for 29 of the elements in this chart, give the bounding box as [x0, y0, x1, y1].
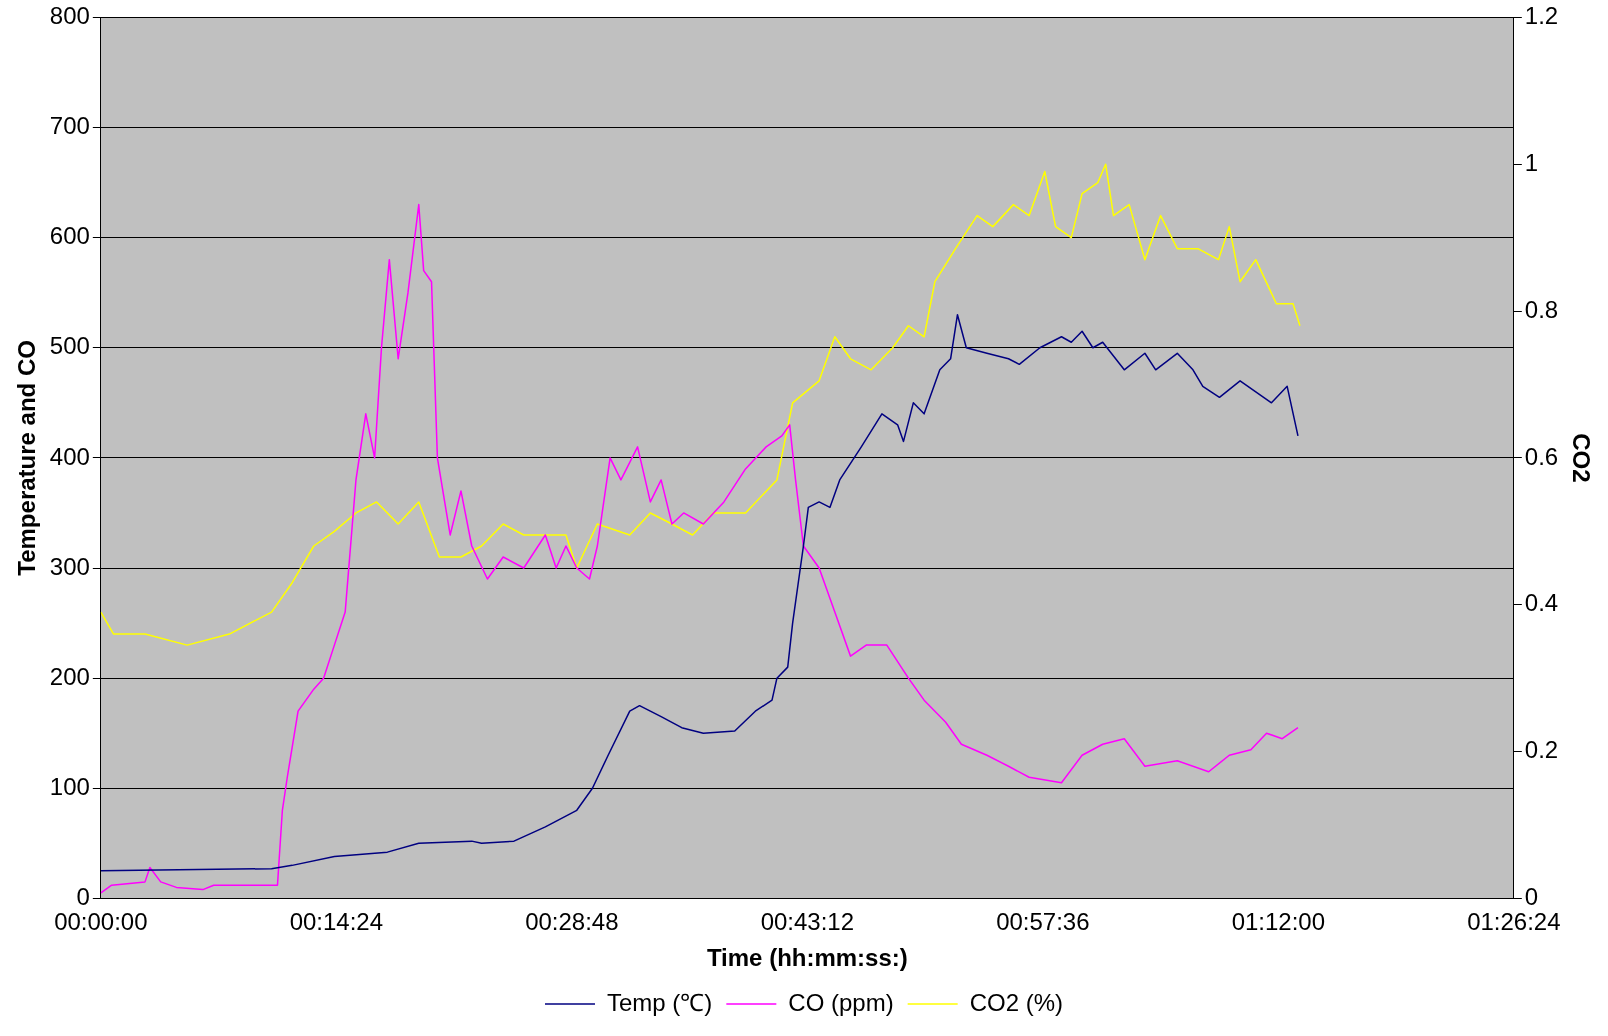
x-tick-label: 00:14:24 — [289, 908, 384, 936]
x-axis-title: Time (hh:mm:ss:) — [706, 944, 908, 972]
y2-tick-label: 1 — [1524, 148, 1539, 176]
y2-tick-label: 1.2 — [1524, 2, 1559, 30]
y2-tick-label: 0 — [1524, 883, 1539, 911]
y-axis-title: Temperature and CO — [13, 340, 41, 576]
y-tick-label: 700 — [49, 112, 90, 140]
y-tick-label: 500 — [49, 332, 90, 360]
legend-label: CO (ppm) — [788, 988, 894, 1016]
x-tick-label: 01:12:00 — [1231, 908, 1326, 936]
y2-tick-label: 0.8 — [1524, 295, 1559, 323]
y2-axis-title: CO2 — [1567, 433, 1595, 483]
x-tick-label: 00:00:00 — [54, 908, 148, 936]
y-tick-label: 400 — [49, 442, 90, 470]
legend-label: CO2 (%) — [969, 988, 1064, 1016]
x-tick-label: 00:28:48 — [525, 908, 619, 936]
y-tick-label: 800 — [49, 2, 90, 30]
x-tick-label: 01:26:24 — [1467, 908, 1561, 936]
y-tick-label: 0 — [76, 883, 90, 911]
y-tick-label: 100 — [49, 772, 90, 800]
y2-tick-label: 0.2 — [1524, 736, 1559, 764]
y-tick-label: 200 — [49, 662, 90, 690]
y-tick-label: 600 — [49, 222, 90, 250]
y-tick-label: 300 — [49, 552, 90, 580]
y2-tick-label: 0.6 — [1524, 442, 1559, 470]
x-tick-label: 00:43:12 — [760, 908, 855, 936]
legend-label: Temp (℃) — [606, 988, 713, 1016]
y2-tick-label: 0.4 — [1524, 589, 1559, 617]
x-tick-label: 00:57:36 — [996, 908, 1090, 936]
